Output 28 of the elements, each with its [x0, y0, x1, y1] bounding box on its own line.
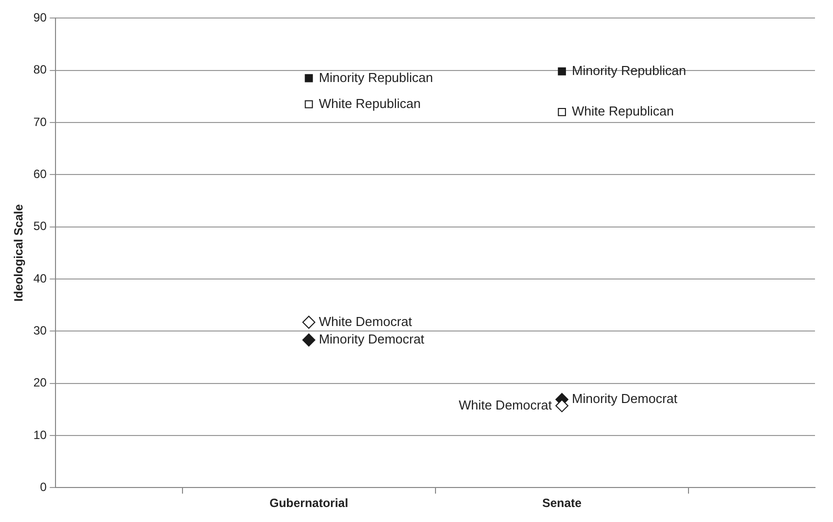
y-tick-label: 30	[33, 323, 48, 338]
y-tick-label: 10	[33, 428, 48, 442]
y-axis-title: Ideological Scale	[12, 204, 26, 302]
text: White Democrat	[458, 397, 552, 412]
y-tick-label: 0	[40, 480, 48, 494]
y-tick-label: 90	[33, 10, 48, 25]
point	[555, 399, 568, 412]
series-label: Minority Democrat	[572, 391, 678, 406]
y-tick-label: 80	[33, 62, 48, 77]
point	[304, 74, 313, 82]
series-label: White Democrat	[318, 314, 412, 329]
point	[302, 334, 316, 346]
point	[558, 67, 566, 76]
y-tick-label: 50	[33, 219, 48, 234]
x-tick-label: Gubernatorial	[269, 496, 348, 510]
y-tick-label: 70	[33, 114, 48, 129]
point	[558, 108, 566, 116]
text: Minority Democrat	[318, 332, 424, 347]
series-label: Minority Republican	[318, 70, 434, 85]
text: White Republican	[572, 104, 674, 119]
y-tick-label: 60	[33, 166, 48, 181]
y-tick-label: 40	[33, 271, 48, 286]
text: Minority Republican	[572, 62, 686, 78]
series-label: White Republican	[318, 96, 421, 111]
point	[304, 100, 313, 108]
point	[302, 316, 316, 329]
x-tick-label: Senate	[542, 496, 582, 510]
y-tick-label: 20	[33, 376, 48, 390]
